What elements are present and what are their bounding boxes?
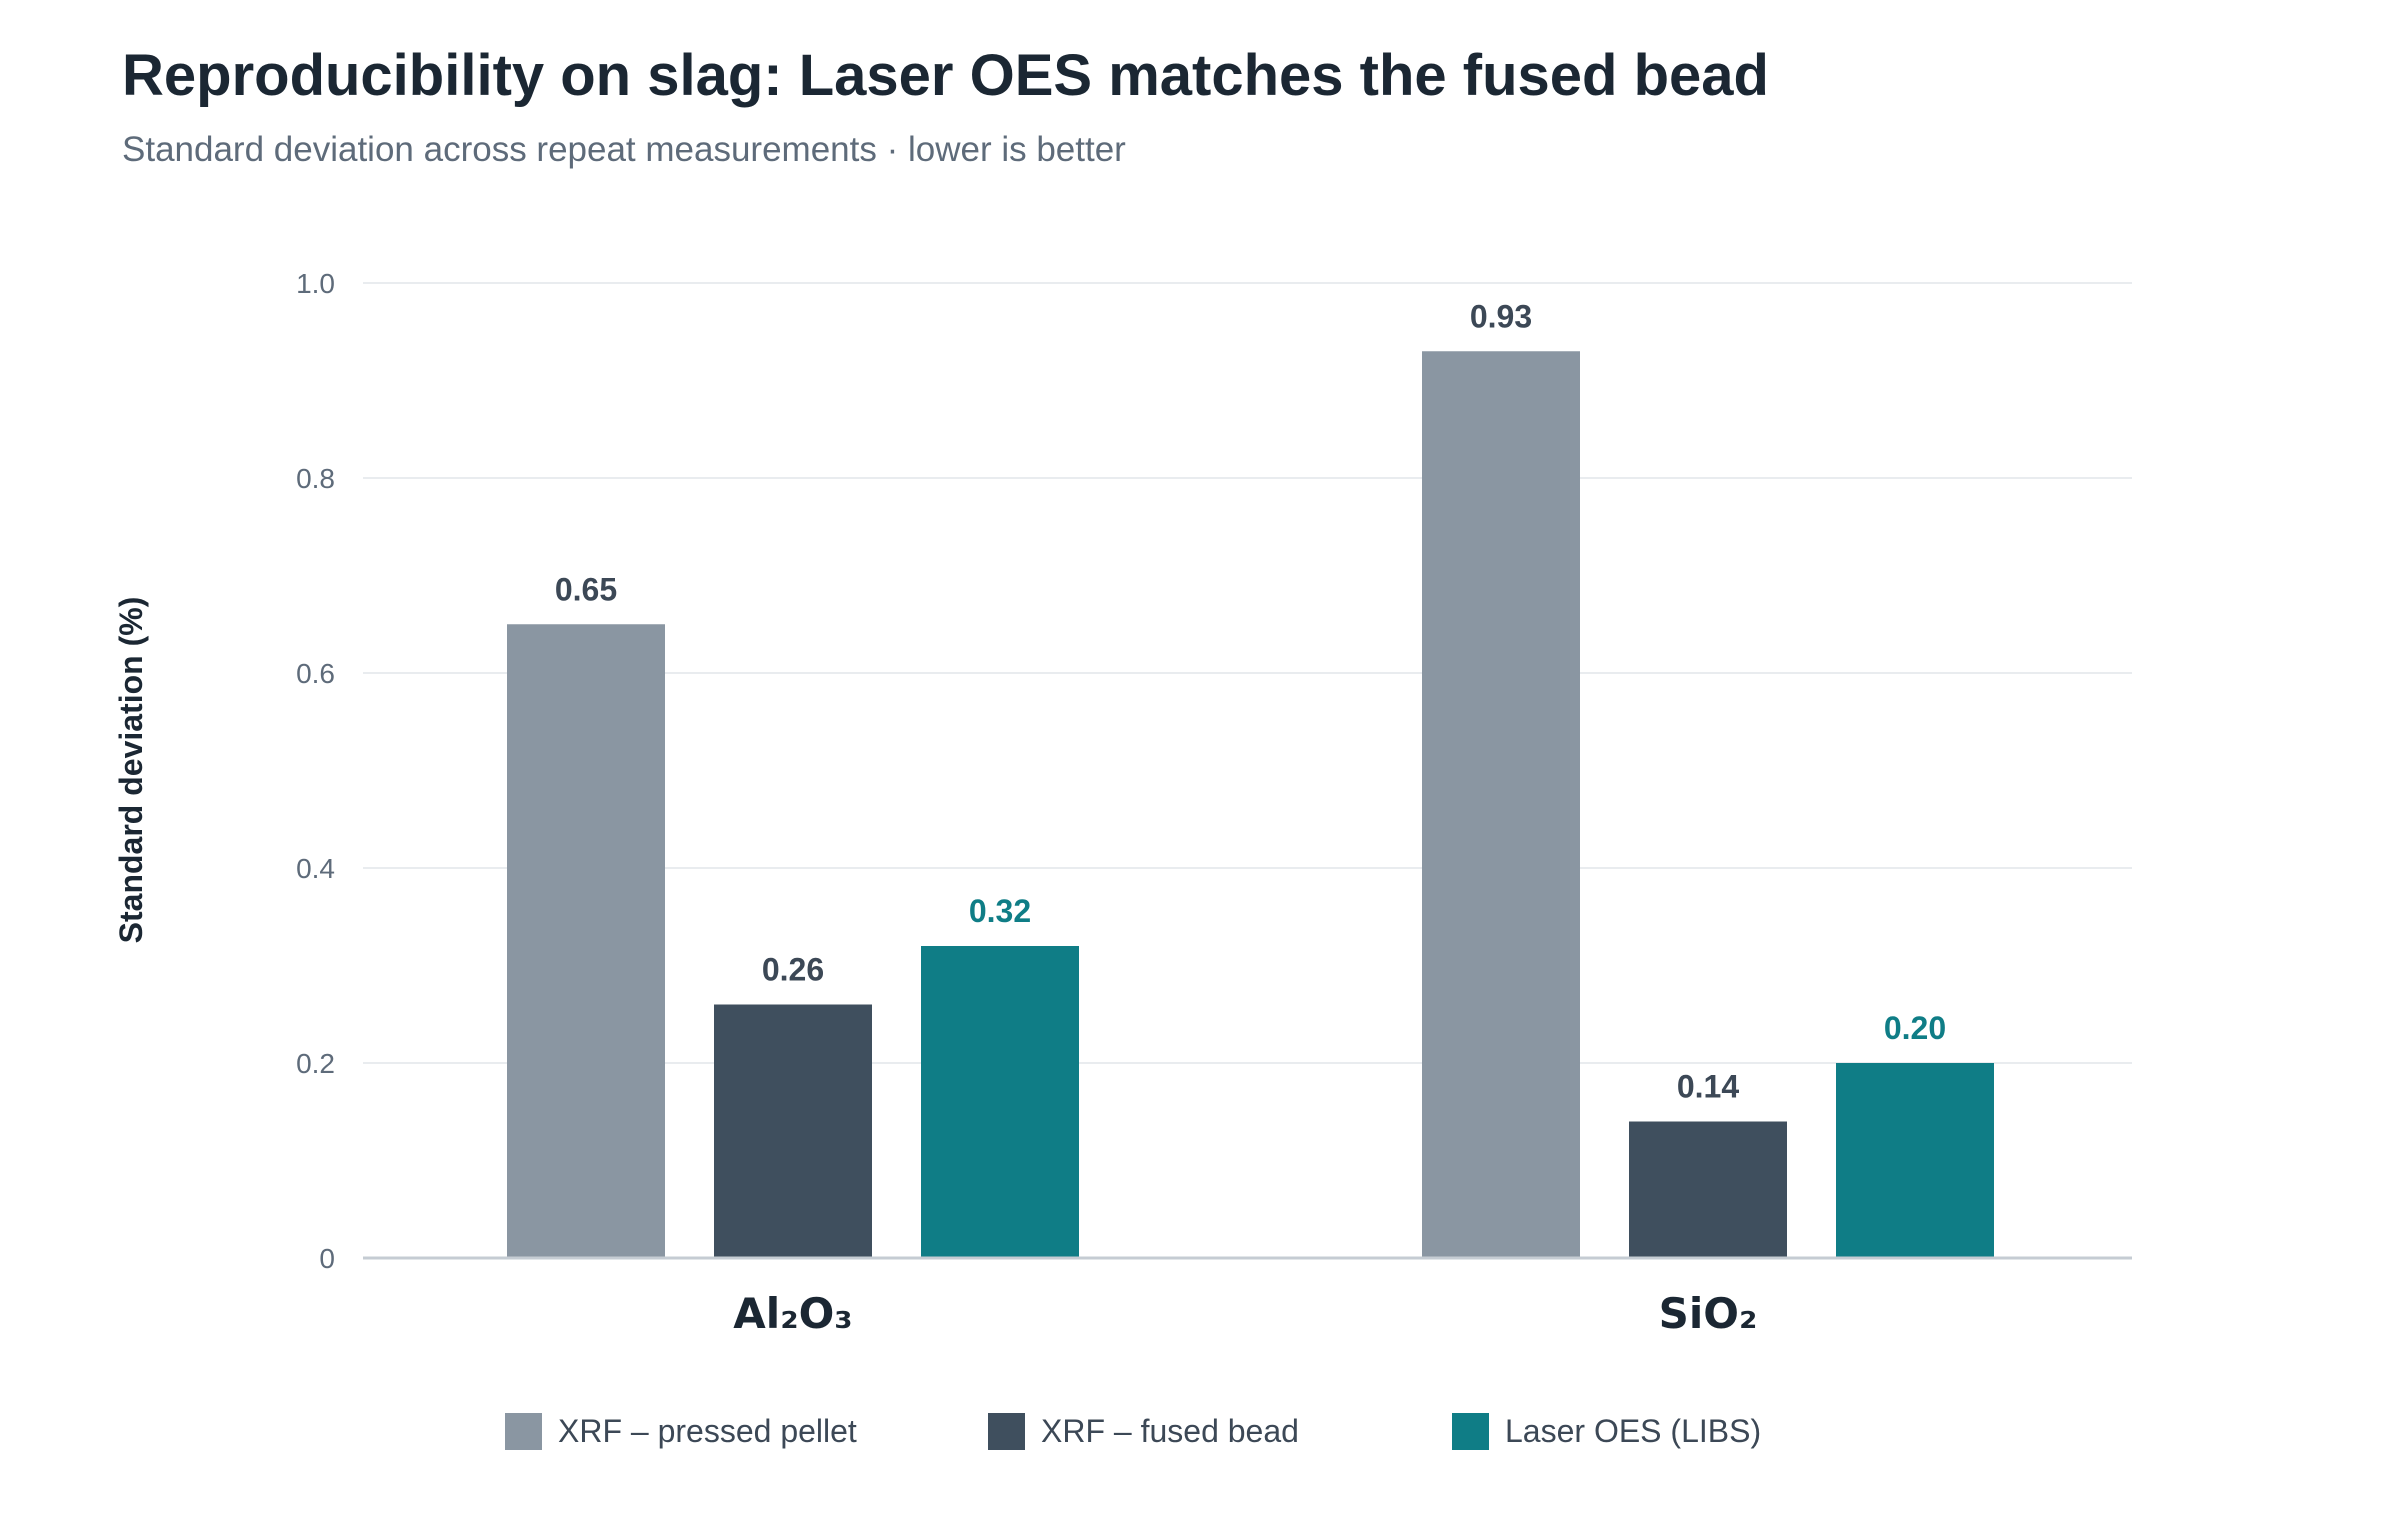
y-tick-label: 0.2 bbox=[296, 1048, 335, 1079]
y-tick-label: 1.0 bbox=[296, 268, 335, 299]
bar-al2o3-pressed-pellet bbox=[507, 624, 665, 1258]
chart-title: Reproducibility on slag: Laser OES match… bbox=[122, 43, 1769, 108]
bars bbox=[507, 351, 1994, 1258]
legend-label-fused-bead: XRF – fused bead bbox=[1041, 1412, 1299, 1449]
x-axis-categories: Al₂O₃ SiO₂ bbox=[733, 1289, 1757, 1338]
chart-subtitle: Standard deviation across repeat measure… bbox=[122, 130, 1126, 169]
y-tick-label: 0 bbox=[319, 1243, 335, 1274]
y-tick-label: 0.6 bbox=[296, 658, 335, 689]
legend-item-laser-oes: Laser OES (LIBS) bbox=[1452, 1408, 1761, 1454]
bar-sio2-pressed-pellet bbox=[1422, 351, 1580, 1258]
bar-al2o3-laser-oes bbox=[921, 946, 1079, 1258]
data-label-al2o3-pressed-pellet: 0.65 bbox=[555, 571, 617, 607]
legend-label-pressed-pellet: XRF – pressed pellet bbox=[558, 1412, 857, 1449]
data-label-sio2-laser-oes: 0.20 bbox=[1884, 1010, 1946, 1046]
legend-label-laser-oes: Laser OES (LIBS) bbox=[1505, 1412, 1762, 1449]
bar-sio2-laser-oes bbox=[1836, 1063, 1994, 1258]
legend: XRF – pressed pellet XRF – fused bead La… bbox=[505, 1408, 2005, 1454]
data-label-al2o3-fused-bead: 0.26 bbox=[762, 952, 824, 988]
y-tick-label: 0.4 bbox=[296, 853, 335, 884]
x-category-label-sio2: SiO₂ bbox=[1659, 1289, 1758, 1338]
legend-item-fused-bead: XRF – fused bead bbox=[988, 1408, 1299, 1454]
bar-al2o3-fused-bead bbox=[714, 1004, 872, 1258]
data-labels: 0.65 0.26 0.32 0.93 0.14 0.20 bbox=[555, 298, 1946, 1104]
y-tick-label: 0.8 bbox=[296, 463, 335, 494]
legend-swatch-pressed-pellet bbox=[505, 1412, 542, 1450]
bar-sio2-fused-bead bbox=[1629, 1121, 1787, 1258]
data-label-al2o3-laser-oes: 0.32 bbox=[969, 893, 1031, 929]
x-category-label-al2o3: Al₂O₃ bbox=[733, 1289, 852, 1338]
y-axis-ticks: 0 0.2 0.4 0.6 0.8 1.0 bbox=[296, 268, 335, 1274]
data-label-sio2-pressed-pellet: 0.93 bbox=[1470, 298, 1532, 334]
y-axis-title: Standard deviation (%) bbox=[113, 597, 149, 944]
data-label-sio2-fused-bead: 0.14 bbox=[1677, 1069, 1739, 1105]
legend-item-pressed-pellet: XRF – pressed pellet bbox=[505, 1408, 857, 1454]
legend-swatch-fused-bead bbox=[988, 1412, 1025, 1450]
legend-swatch-laser-oes bbox=[1452, 1412, 1489, 1450]
